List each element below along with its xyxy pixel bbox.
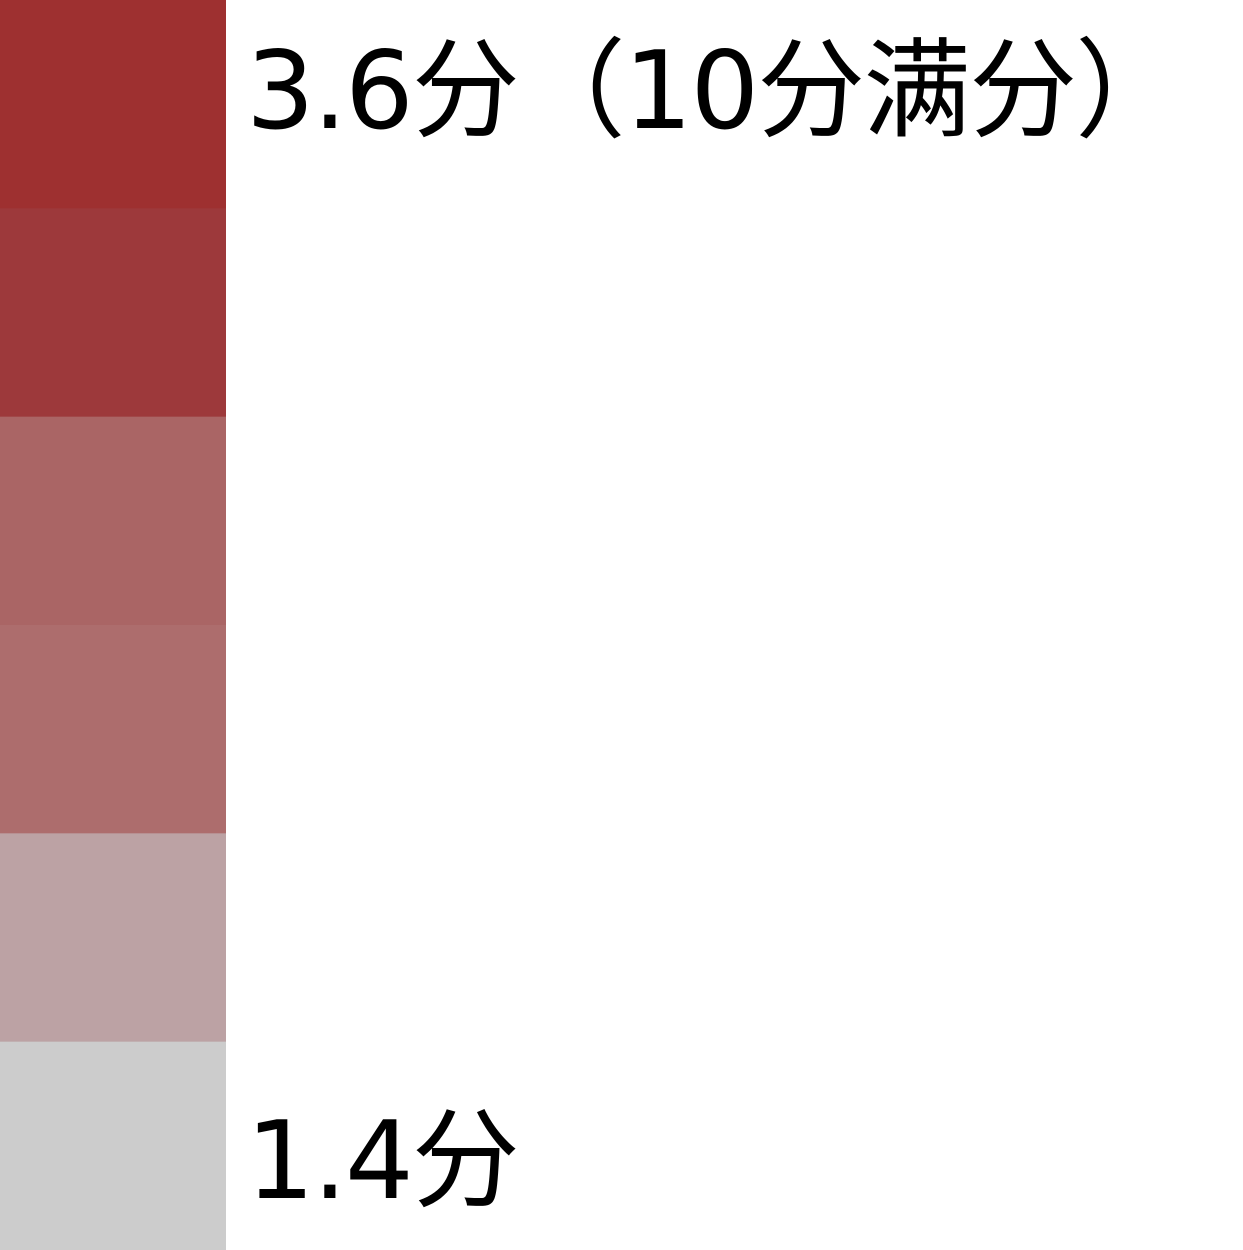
color-step-5 [0, 833, 226, 1043]
color-step-1 [0, 0, 226, 209]
color-step-6 [0, 1041, 226, 1250]
color-step-2 [0, 208, 226, 418]
color-scale-bar [0, 0, 226, 1250]
color-step-4 [0, 625, 226, 834]
legend-min-label: 1.4分 [246, 1099, 520, 1224]
legend-max-label: 3.6分（10分满分） [246, 29, 1183, 154]
color-step-3 [0, 416, 226, 626]
